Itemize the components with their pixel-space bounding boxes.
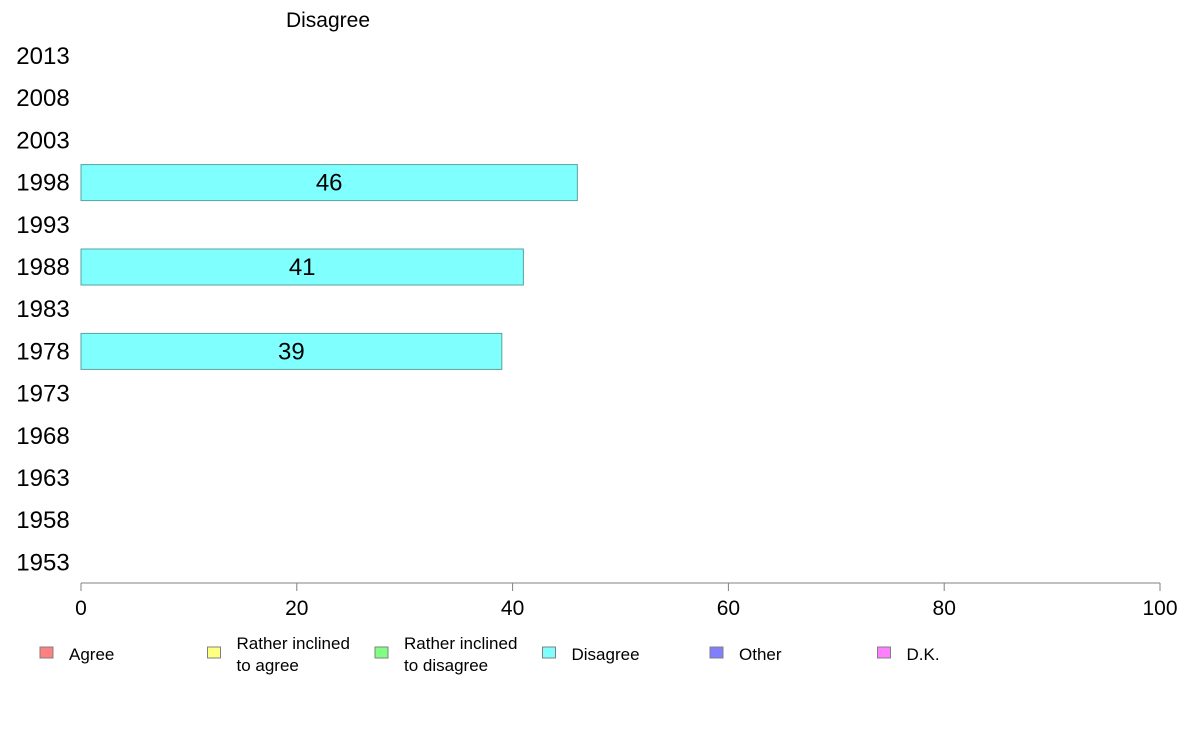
bar: [80, 332, 503, 370]
category-labels: 2013 2008 2003 1998 1993 1988 1983 1978 1973 1968…: [16, 43, 69, 576]
category-label: 1983: [16, 296, 69, 323]
category-label: 1978: [16, 338, 69, 365]
category-label: 1973: [16, 381, 69, 408]
category-label: 1963: [16, 465, 69, 492]
legend-swatch: [542, 646, 556, 659]
bar: [80, 164, 578, 202]
category-label: 1968: [16, 423, 69, 450]
bar-value-label: 41: [289, 254, 316, 281]
category-label: 2008: [16, 85, 69, 112]
category-label: 1953: [16, 549, 69, 576]
x-tick-label: 40: [501, 597, 524, 620]
legend-label: to disagree: [404, 656, 488, 675]
x-tick-label: 60: [717, 597, 740, 620]
bar: [80, 248, 524, 286]
legend-swatch: [877, 646, 891, 659]
x-tick-label: 0: [75, 597, 87, 620]
x-axis: 0 20 40 60 80 100: [75, 582, 1178, 620]
x-tick-label: 100: [1142, 597, 1177, 620]
category-label: 2003: [16, 127, 69, 154]
category-label: 1993: [16, 212, 69, 239]
legend-label: to agree: [237, 656, 299, 675]
bar-value-label: 39: [278, 338, 305, 365]
legend-swatch: [374, 646, 389, 659]
x-tick-label: 20: [285, 597, 308, 620]
category-label: 2013: [16, 43, 69, 70]
x-tick-label: 80: [933, 597, 956, 620]
legend-label: Disagree: [572, 645, 640, 664]
legend-swatch: [709, 646, 724, 659]
chart-title: Disagree: [286, 9, 370, 32]
legend-label: Rather inclined: [404, 634, 517, 653]
legend-label: Agree: [69, 645, 114, 664]
legend: Agree Rather inclined to agree Rather incli…: [39, 634, 940, 675]
legend-swatch: [39, 646, 54, 659]
legend-label: Other: [739, 645, 782, 664]
bar-value-label: 46: [316, 170, 343, 197]
bars-group: 46 41 39: [80, 164, 578, 370]
legend-label: D.K.: [907, 645, 940, 664]
legend-label: Rather inclined: [237, 634, 350, 653]
category-label: 1988: [16, 254, 69, 281]
legend-swatch: [207, 646, 221, 659]
category-label: 1998: [16, 170, 69, 197]
category-label: 1958: [16, 507, 69, 534]
